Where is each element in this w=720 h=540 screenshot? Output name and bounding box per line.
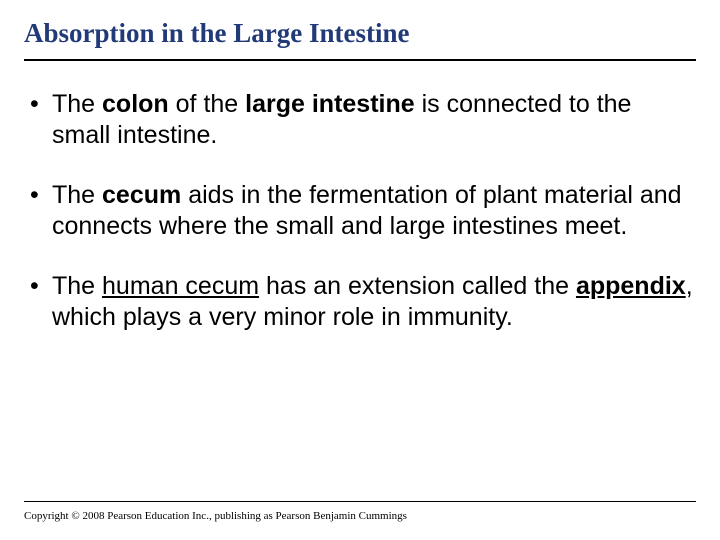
title-rule (24, 59, 696, 61)
slide-title: Absorption in the Large Intestine (24, 18, 696, 49)
copyright-text: Copyright © 2008 Pearson Education Inc.,… (24, 510, 407, 522)
text-run: The (52, 272, 102, 300)
slide: Absorption in the Large Intestine The co… (0, 0, 720, 540)
text-run: human cecum (102, 272, 259, 300)
footer-rule (24, 501, 696, 502)
text-run: of the (169, 90, 245, 118)
text-run: large intestine (245, 90, 415, 118)
text-run: The (52, 181, 102, 209)
bullet-item: The human cecum has an extension called … (24, 271, 696, 332)
bullet-item: The cecum aids in the fermentation of pl… (24, 180, 696, 241)
text-run: has an extension called the (259, 272, 576, 300)
text-run: colon (102, 90, 169, 118)
bullet-list: The colon of the large intestine is conn… (24, 89, 696, 332)
text-run: cecum (102, 181, 181, 209)
bullet-item: The colon of the large intestine is conn… (24, 89, 696, 150)
text-run: appendix (576, 272, 686, 300)
text-run: The (52, 90, 102, 118)
